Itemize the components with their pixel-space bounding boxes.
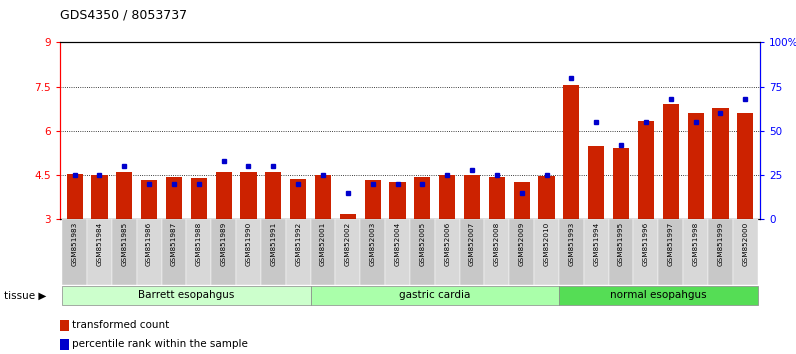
Text: GSM852008: GSM852008	[494, 222, 500, 266]
Bar	[638, 121, 654, 219]
Bar	[559, 286, 758, 305]
Bar	[389, 182, 406, 219]
Text: GSM851998: GSM851998	[693, 222, 699, 266]
Bar	[310, 286, 559, 305]
Bar	[191, 178, 207, 219]
Text: GSM851997: GSM851997	[668, 222, 673, 266]
Text: GSM851985: GSM851985	[121, 222, 127, 266]
Text: GSM851995: GSM851995	[618, 222, 624, 266]
Bar	[559, 219, 583, 285]
Bar	[335, 219, 361, 285]
Bar	[261, 219, 286, 285]
Text: normal esopahgus: normal esopahgus	[610, 290, 707, 300]
Bar	[410, 219, 435, 285]
Bar	[137, 219, 162, 285]
Bar	[365, 180, 380, 219]
Bar	[663, 104, 679, 219]
Bar	[538, 176, 555, 219]
Text: tissue ▶: tissue ▶	[4, 291, 46, 301]
Bar	[683, 219, 708, 285]
Bar	[236, 219, 261, 285]
Text: GSM851990: GSM851990	[245, 222, 252, 266]
Text: GSM851983: GSM851983	[72, 222, 77, 266]
Bar	[286, 219, 310, 285]
Bar	[708, 219, 733, 285]
Bar	[361, 219, 385, 285]
Bar	[62, 286, 310, 305]
Bar	[613, 148, 629, 219]
Bar	[485, 219, 509, 285]
Bar	[310, 219, 335, 285]
Bar	[609, 219, 634, 285]
Text: GSM851992: GSM851992	[295, 222, 301, 266]
Text: GSM852001: GSM852001	[320, 222, 326, 266]
Bar	[634, 219, 658, 285]
Bar	[414, 177, 431, 219]
Bar	[583, 219, 609, 285]
Bar	[737, 113, 753, 219]
Text: GSM851984: GSM851984	[96, 222, 103, 266]
Text: GSM851999: GSM851999	[717, 222, 724, 266]
Text: GSM851988: GSM851988	[196, 222, 202, 266]
Bar	[712, 108, 728, 219]
Text: Barrett esopahgus: Barrett esopahgus	[139, 290, 235, 300]
Text: GSM852006: GSM852006	[444, 222, 451, 266]
Bar	[92, 175, 107, 219]
Bar	[435, 219, 459, 285]
Text: GSM851996: GSM851996	[643, 222, 649, 266]
Bar	[489, 177, 505, 219]
Text: GSM852003: GSM852003	[369, 222, 376, 266]
Bar	[509, 219, 534, 285]
Bar	[116, 172, 132, 219]
Bar	[658, 219, 683, 285]
Text: GSM852009: GSM852009	[519, 222, 525, 266]
Bar	[290, 179, 306, 219]
Bar	[112, 219, 137, 285]
Bar	[733, 219, 758, 285]
Bar	[464, 175, 480, 219]
Text: GSM852000: GSM852000	[743, 222, 748, 266]
Text: GSM851986: GSM851986	[146, 222, 152, 266]
Text: GSM852007: GSM852007	[469, 222, 475, 266]
Bar	[385, 219, 410, 285]
Text: transformed count: transformed count	[72, 320, 169, 330]
Text: GSM852005: GSM852005	[419, 222, 425, 266]
Text: gastric cardia: gastric cardia	[399, 290, 470, 300]
Text: GSM851987: GSM851987	[171, 222, 177, 266]
Bar	[564, 85, 579, 219]
Text: GSM851991: GSM851991	[271, 222, 276, 266]
Bar	[186, 219, 211, 285]
Bar	[265, 172, 282, 219]
Bar	[141, 180, 157, 219]
Bar	[240, 172, 256, 219]
Bar	[67, 174, 83, 219]
Text: GSM852004: GSM852004	[395, 222, 400, 266]
Bar	[211, 219, 236, 285]
Bar	[340, 213, 356, 219]
Bar	[534, 219, 559, 285]
Bar	[87, 219, 112, 285]
Text: GDS4350 / 8053737: GDS4350 / 8053737	[60, 9, 187, 22]
Bar	[62, 219, 87, 285]
Bar	[162, 219, 186, 285]
Text: percentile rank within the sample: percentile rank within the sample	[72, 339, 248, 349]
Text: GSM852002: GSM852002	[345, 222, 351, 266]
Bar	[688, 113, 704, 219]
Text: GSM851994: GSM851994	[593, 222, 599, 266]
Bar	[513, 182, 530, 219]
Bar	[166, 177, 182, 219]
Text: GSM851993: GSM851993	[568, 222, 575, 266]
Bar	[588, 146, 604, 219]
Bar	[315, 175, 331, 219]
Bar	[439, 175, 455, 219]
Text: GSM852010: GSM852010	[544, 222, 549, 266]
Text: GSM851989: GSM851989	[220, 222, 227, 266]
Bar	[216, 172, 232, 219]
Bar	[459, 219, 485, 285]
